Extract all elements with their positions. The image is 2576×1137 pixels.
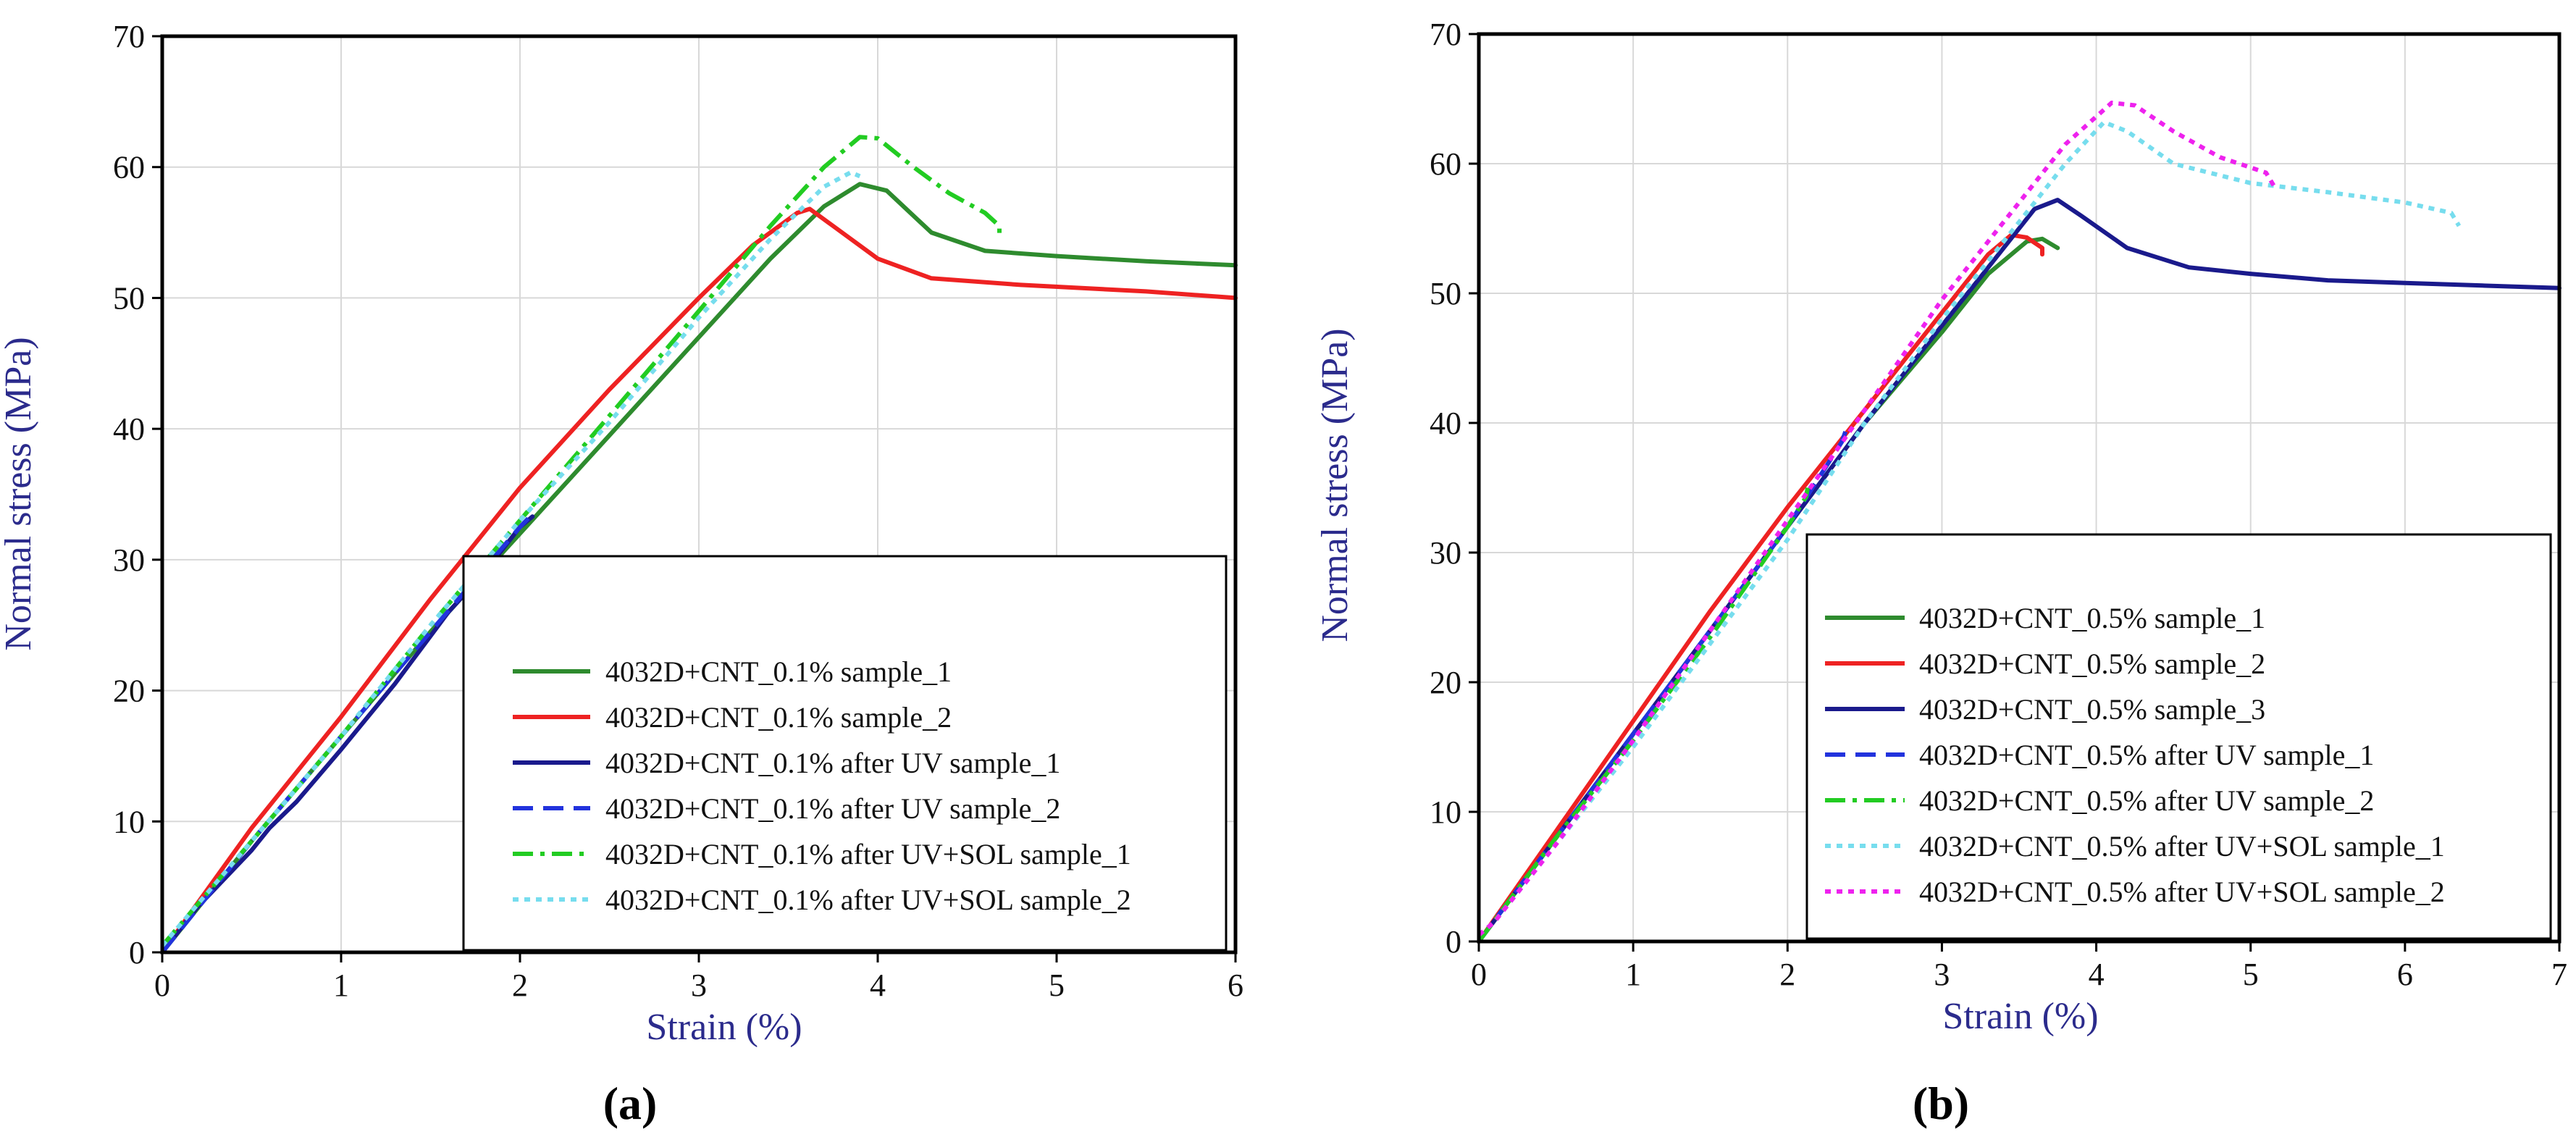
- y-tick-label: 40: [113, 411, 145, 447]
- y-tick-label: 20: [113, 674, 145, 709]
- legend: 4032D+CNT_0.1% sample_1 4032D+CNT_0.1% sa…: [462, 555, 1228, 952]
- plot-frame: [1477, 32, 2562, 944]
- x-tick-label: 5: [1049, 968, 1065, 1003]
- legend-entry-1: 4032D+CNT_0.5% sample_1: [1919, 602, 2265, 634]
- legend-entry-7: 4032D+CNT_0.5% after UV+SOL sample_2: [1919, 876, 2445, 908]
- x-tick-label: 6: [2397, 957, 2413, 992]
- series-line-6: [160, 169, 861, 947]
- panel-label: (a): [603, 1078, 658, 1129]
- y-tick-label: 70: [113, 19, 145, 54]
- legend-entry-5: 4032D+CNT_0.1% after UV+SOL sample_1: [605, 838, 1131, 870]
- x-axis-label: Strain (%): [1942, 996, 2098, 1037]
- x-tick-label: 3: [1934, 957, 1950, 992]
- x-tick-label: 2: [1779, 957, 1795, 992]
- x-tick-label: 1: [333, 968, 349, 1003]
- y-tick-label: 50: [1430, 276, 1461, 311]
- y-tick-label: 20: [1430, 665, 1461, 700]
- series-line-7: [1477, 100, 2276, 937]
- legend-entry-6: 4032D+CNT_0.5% after UV+SOL sample_1: [1919, 830, 2445, 863]
- legend-entry-3: 4032D+CNT_0.5% sample_3: [1919, 693, 2265, 726]
- legend-entry-4: 4032D+CNT_0.1% after UV sample_2: [605, 792, 1060, 825]
- series-line-6: [1477, 119, 2462, 937]
- y-axis-label: Normal stress (MPa): [1314, 328, 1356, 642]
- y-tick-label: 0: [1446, 924, 1461, 960]
- y-tick-label: 60: [1430, 146, 1461, 182]
- x-tick-label: 1: [1625, 957, 1641, 992]
- series-line-2: [1477, 232, 2044, 944]
- x-tick-label: 3: [691, 968, 707, 1003]
- series-line-5: [1477, 487, 1810, 943]
- legend-box: [462, 555, 1228, 952]
- legend-entry-1: 4032D+CNT_0.1% sample_1: [605, 655, 952, 688]
- y-tick-label: 70: [1430, 17, 1461, 52]
- legend-entry-2: 4032D+CNT_0.1% sample_2: [605, 701, 952, 734]
- x-tick-label: 4: [2089, 957, 2105, 992]
- x-tick-label: 0: [154, 968, 170, 1003]
- x-tick-label: 5: [2243, 957, 2259, 992]
- y-tick-label: 10: [1430, 794, 1461, 830]
- legend-entry-5: 4032D+CNT_0.5% after UV sample_2: [1919, 784, 2374, 817]
- series-line-5: [160, 135, 1002, 947]
- panel-label: (b): [1913, 1078, 1969, 1129]
- y-tick-label: 60: [113, 150, 145, 185]
- y-tick-label: 10: [113, 804, 145, 839]
- y-tick-label: 40: [1430, 406, 1461, 441]
- x-tick-label: 4: [870, 968, 886, 1003]
- legend-entry-4: 4032D+CNT_0.5% after UV sample_1: [1919, 739, 2374, 771]
- y-tick-label: 30: [1430, 535, 1461, 571]
- series-line-2: [160, 206, 1238, 955]
- x-tick-label: 0: [1471, 957, 1487, 992]
- legend: 4032D+CNT_0.5% sample_1 4032D+CNT_0.5% sa…: [1805, 533, 2552, 940]
- legend-entry-2: 4032D+CNT_0.5% sample_2: [1919, 647, 2265, 680]
- x-tick-label: 7: [2551, 957, 2567, 992]
- x-axis-label: Strain (%): [646, 1007, 802, 1048]
- y-tick-label: 50: [113, 280, 145, 316]
- y-tick-label: 0: [129, 935, 145, 970]
- legend-box: [1805, 533, 2552, 940]
- legend-entry-3: 4032D+CNT_0.1% after UV sample_1: [605, 747, 1060, 779]
- x-tick-label: 2: [512, 968, 528, 1003]
- y-tick-label: 30: [113, 542, 145, 578]
- y-axis-label: Normal stress (MPa): [0, 337, 39, 650]
- x-tick-label: 6: [1228, 968, 1243, 1003]
- legend-entry-6: 4032D+CNT_0.1% after UV+SOL sample_2: [605, 884, 1131, 916]
